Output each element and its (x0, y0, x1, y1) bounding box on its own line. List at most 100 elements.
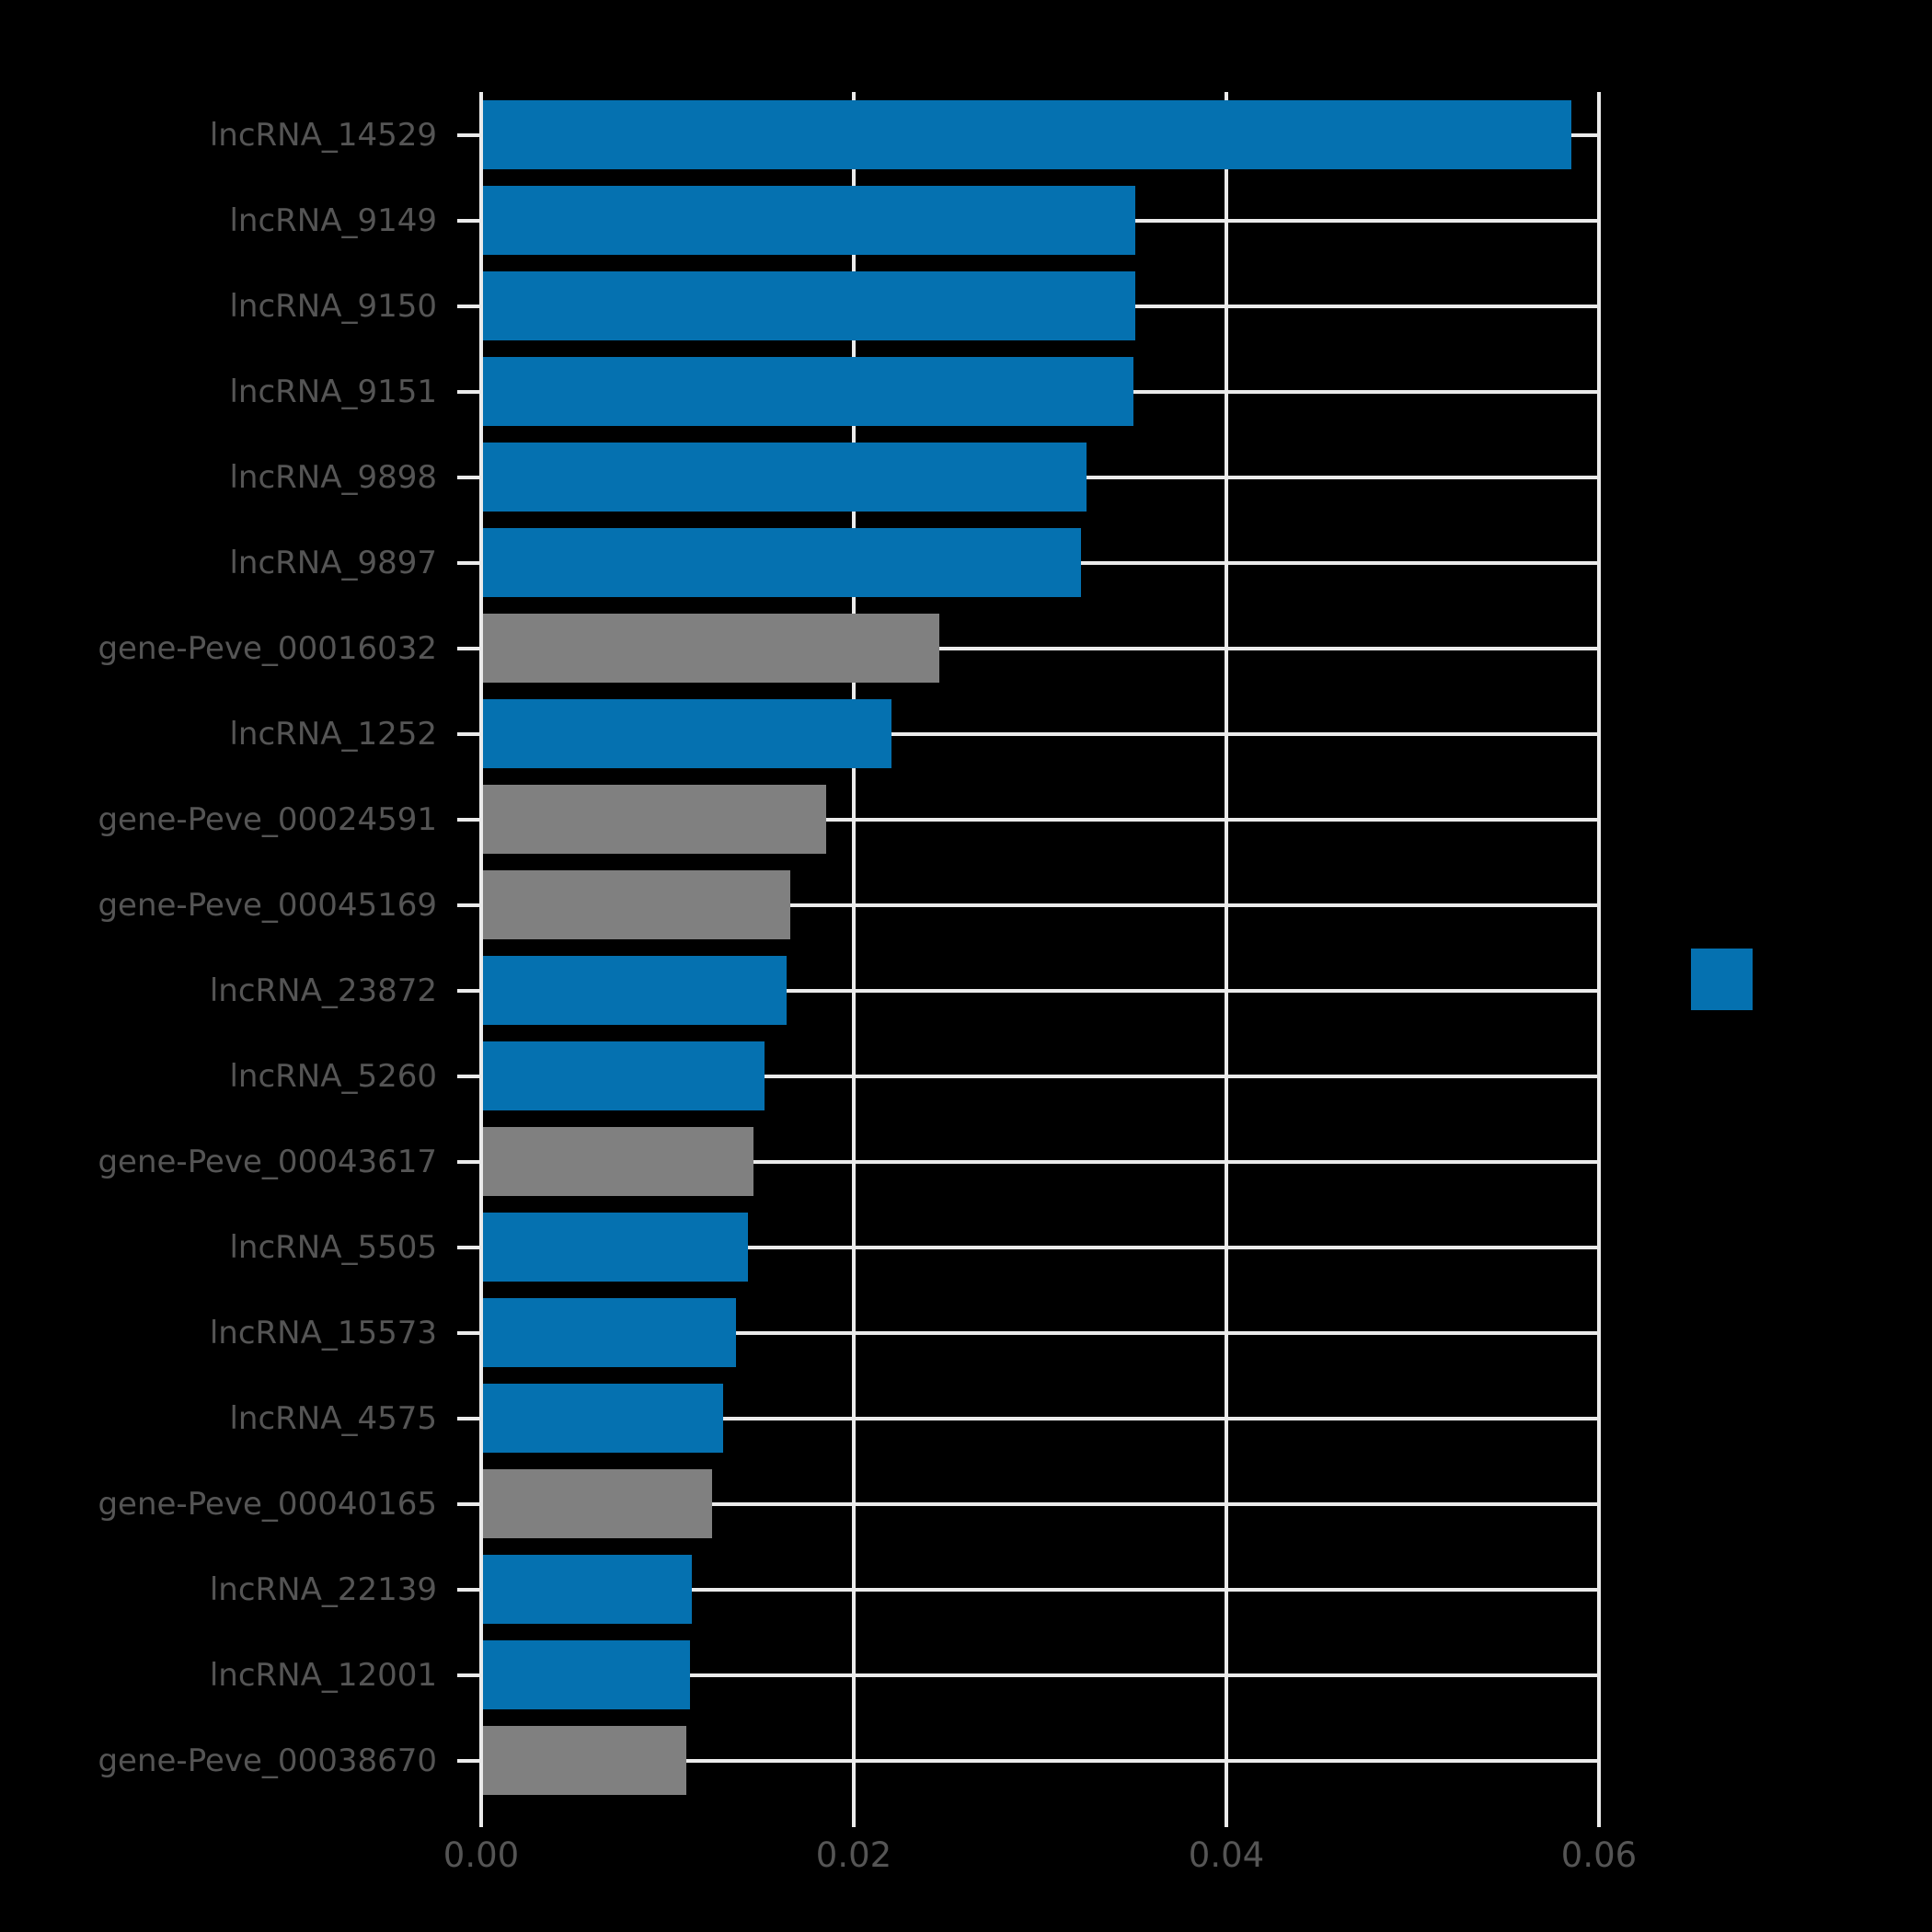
y-axis-spine (479, 92, 483, 1803)
y-tick-mark (457, 817, 481, 822)
bar[interactable] (481, 528, 1082, 597)
bar[interactable] (481, 1041, 765, 1110)
y-tick-label: lncRNA_5260 (229, 1057, 437, 1095)
gridline-horizontal (481, 1587, 1599, 1592)
legend (1691, 949, 1753, 1010)
bar[interactable] (481, 870, 791, 939)
gridline-horizontal (481, 1673, 1599, 1677)
bar-row (481, 100, 1599, 169)
y-tick-label: lncRNA_9151 (229, 373, 437, 410)
y-tick-mark (457, 1587, 481, 1592)
bar-row (481, 271, 1599, 340)
bar[interactable] (481, 186, 1135, 255)
y-tick-mark (457, 646, 481, 650)
y-tick-label: lncRNA_22139 (209, 1570, 437, 1608)
y-tick-mark (457, 1074, 481, 1078)
y-tick-label: lncRNA_9897 (229, 544, 437, 581)
bar[interactable] (481, 1213, 748, 1282)
y-tick-mark (457, 1245, 481, 1249)
y-tick-label: lncRNA_14529 (209, 116, 437, 154)
bar[interactable] (481, 614, 940, 683)
bar-row (481, 870, 1599, 939)
bar-row (481, 443, 1599, 512)
bar[interactable] (481, 1555, 692, 1624)
gridline-horizontal (481, 1245, 1599, 1249)
y-tick-mark (457, 988, 481, 993)
bar-row (481, 1041, 1599, 1110)
gridline-vertical (852, 92, 856, 1803)
bar[interactable] (481, 699, 891, 768)
gridline-horizontal (481, 817, 1599, 822)
y-tick-label: lncRNA_9150 (229, 287, 437, 325)
y-tick-mark (457, 132, 481, 137)
bar[interactable] (481, 1298, 737, 1367)
bar[interactable] (481, 956, 788, 1025)
gridline-horizontal (481, 1758, 1599, 1763)
gridline-horizontal (481, 988, 1599, 993)
bar[interactable] (481, 785, 826, 854)
bar[interactable] (481, 1127, 753, 1196)
gridline-horizontal (481, 1416, 1599, 1420)
bar-row (481, 1469, 1599, 1538)
bar-row (481, 357, 1599, 426)
gridline-horizontal (481, 1501, 1599, 1506)
bar-row (481, 614, 1599, 683)
x-tick-mark (479, 1803, 483, 1827)
y-tick-label: lncRNA_5505 (229, 1228, 437, 1266)
y-tick-mark (457, 731, 481, 736)
bar[interactable] (481, 443, 1087, 512)
bar[interactable] (481, 1384, 724, 1453)
x-tick-label: 0.00 (443, 1835, 520, 1875)
y-tick-mark (457, 903, 481, 907)
x-tick-label: 0.06 (1560, 1835, 1638, 1875)
y-tick-label: lncRNA_23872 (209, 972, 437, 1009)
y-tick-label: gene-Peve_00016032 (98, 629, 437, 667)
bar-row (481, 1213, 1599, 1282)
y-tick-label: lncRNA_15573 (209, 1314, 437, 1351)
bar-row (481, 956, 1599, 1025)
bar-row (481, 1298, 1599, 1367)
bar-row (481, 528, 1599, 597)
legend-swatch-lncrna (1691, 949, 1753, 1010)
y-tick-label: lncRNA_9149 (229, 201, 437, 239)
bar-row (481, 186, 1599, 255)
y-tick-label: gene-Peve_00038670 (98, 1742, 437, 1779)
bar-row (481, 785, 1599, 854)
bar[interactable] (481, 1640, 690, 1709)
y-tick-mark (457, 1501, 481, 1506)
y-tick-label: lncRNA_12001 (209, 1656, 437, 1694)
y-tick-mark (457, 475, 481, 479)
y-tick-label: lncRNA_9898 (229, 458, 437, 496)
bar[interactable] (481, 357, 1133, 426)
y-tick-mark (457, 1416, 481, 1420)
y-tick-mark (457, 389, 481, 394)
bar[interactable] (481, 1726, 686, 1795)
y-tick-label: lncRNA_4575 (229, 1399, 437, 1437)
gridline-horizontal (481, 1159, 1599, 1164)
gridline-vertical (1225, 92, 1228, 1803)
x-tick-label: 0.02 (815, 1835, 892, 1875)
gridline-horizontal (481, 903, 1599, 907)
gridline-horizontal (481, 731, 1599, 736)
gridline-horizontal (481, 646, 1599, 650)
bar[interactable] (481, 1469, 713, 1538)
bar-row (481, 699, 1599, 768)
y-tick-mark (457, 560, 481, 565)
y-tick-label: gene-Peve_00024591 (98, 800, 437, 838)
y-tick-mark (457, 1673, 481, 1677)
bar[interactable] (481, 271, 1135, 340)
y-tick-mark (457, 1330, 481, 1335)
bar[interactable] (481, 100, 1571, 169)
y-tick-mark (457, 1159, 481, 1164)
y-tick-label: lncRNA_1252 (229, 715, 437, 753)
y-tick-label: gene-Peve_00040165 (98, 1485, 437, 1523)
gridline-vertical (1597, 92, 1601, 1803)
x-tick-mark (1597, 1803, 1601, 1827)
x-tick-mark (1225, 1803, 1228, 1827)
y-tick-label: gene-Peve_00045169 (98, 886, 437, 924)
gridline-horizontal (481, 1330, 1599, 1335)
bar-row (481, 1640, 1599, 1709)
bar-row (481, 1726, 1599, 1795)
y-tick-mark (457, 304, 481, 308)
